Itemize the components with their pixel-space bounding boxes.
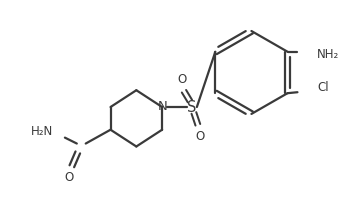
- Text: O: O: [64, 171, 73, 184]
- Text: NH₂: NH₂: [317, 48, 339, 61]
- Text: Cl: Cl: [317, 81, 329, 94]
- Text: H₂N: H₂N: [31, 125, 53, 138]
- Text: O: O: [177, 73, 187, 86]
- Text: S: S: [187, 100, 197, 116]
- Text: N: N: [157, 100, 167, 113]
- Text: O: O: [195, 130, 204, 143]
